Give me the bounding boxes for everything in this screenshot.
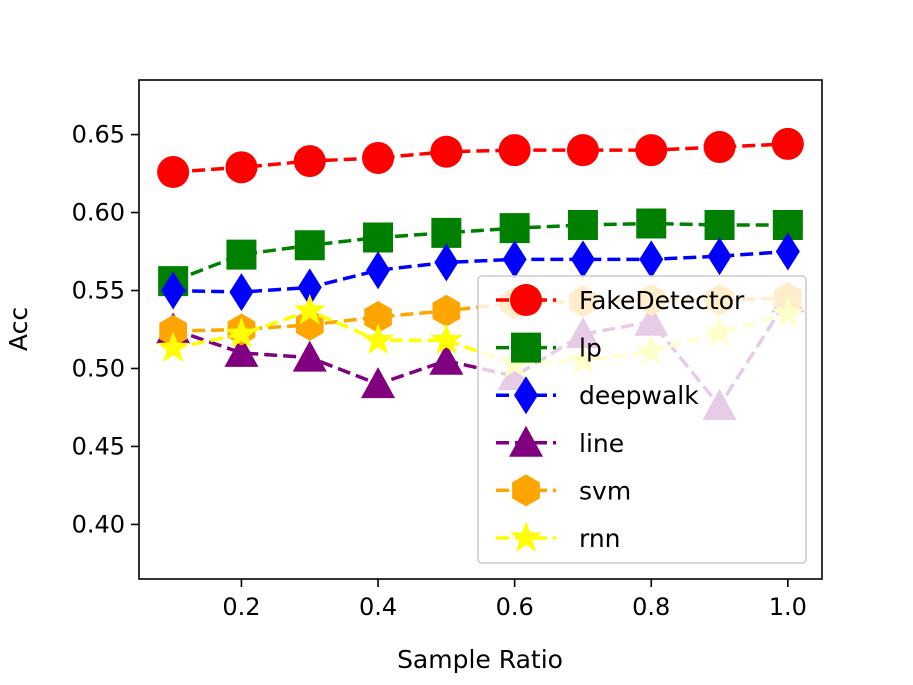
legend-marker [509,425,543,457]
legend-entry-rnn: rnn [496,521,621,553]
data-point [639,240,664,279]
data-point [362,141,395,174]
data-point [363,222,394,253]
data-point [293,145,326,178]
data-point [570,240,595,279]
y-axis-label: Acc [4,307,33,351]
y-tick-label: 0.45 [72,432,125,460]
data-point [499,213,530,244]
data-point [225,317,258,348]
data-point [229,273,254,312]
data-point [704,210,735,241]
data-point [434,243,459,282]
x-tick-label: 0.4 [359,593,397,621]
y-tick-label: 0.65 [72,121,125,149]
y-tick-label: 0.55 [72,277,125,305]
data-point [775,232,800,271]
data-point [297,268,322,307]
data-point [707,237,732,276]
axes-layer: 0.2 0.4 0.6 0.8 1.0 0.40 0.45 0.50 0.55 0.60 0.65 [72,121,807,621]
data-point [498,134,531,167]
series-line [173,142,788,174]
x-tick-label: 1.0 [769,593,807,621]
legend: FakeDetector lp deepwalk line svm rnn [477,275,807,564]
data-point [430,323,463,355]
data-point [772,210,803,241]
data-point [366,251,391,290]
series-line [172,308,789,366]
data-point [703,131,736,164]
data-point [361,367,396,399]
legend-entry-line: line [496,425,624,458]
data-point [364,301,392,334]
legend-marker [509,521,543,552]
legend-marker [510,284,542,316]
data-point [430,135,463,168]
series-line [172,221,788,283]
y-tick-label: 0.40 [72,510,125,538]
legend-box [477,275,807,564]
legend-label: rnn [579,524,621,553]
data-point [432,294,461,327]
data-point [292,340,327,372]
legend-entry-fakedetector: FakeDetector [496,284,745,316]
y-tick-label: 0.60 [72,199,125,227]
x-axis-label: Sample Ratio [397,645,563,674]
plot-frame [138,79,823,580]
data-point [567,210,598,241]
data-point [566,134,599,167]
data-point [293,293,326,325]
legend-entry-lp: lp [496,332,602,363]
data-point [771,127,804,160]
data-point [159,315,188,348]
legend-marker [514,376,538,415]
series-line [173,249,788,294]
data-point [502,240,527,279]
y-tick-label: 0.50 [72,354,125,382]
series-fakedetector [157,127,804,189]
data-point [225,151,258,184]
x-tick-label: 0.2 [222,593,260,621]
data-point [157,156,190,189]
legend-label: line [579,429,624,458]
legend-entry-svm: svm [496,474,631,507]
data-point [294,230,325,261]
legend-marker [511,332,541,363]
data-point [161,271,186,310]
legend-marker [512,474,540,507]
data-point [226,239,257,270]
legend-label: deepwalk [579,381,699,410]
data-point [636,208,667,239]
data-point [156,331,190,362]
legend-label: FakeDetector [579,286,745,315]
data-point [635,134,668,167]
data-point [431,217,462,248]
data-point [429,343,464,375]
data-point [224,335,259,367]
data-point [361,323,395,355]
x-tick-label: 0.6 [496,593,534,621]
x-tick-label: 0.8 [632,593,670,621]
series-deepwalk [161,232,800,312]
legend-label: svm [579,476,631,505]
legend-entry-deepwalk: deepwalk [496,376,699,415]
legend-label: lp [579,334,602,363]
